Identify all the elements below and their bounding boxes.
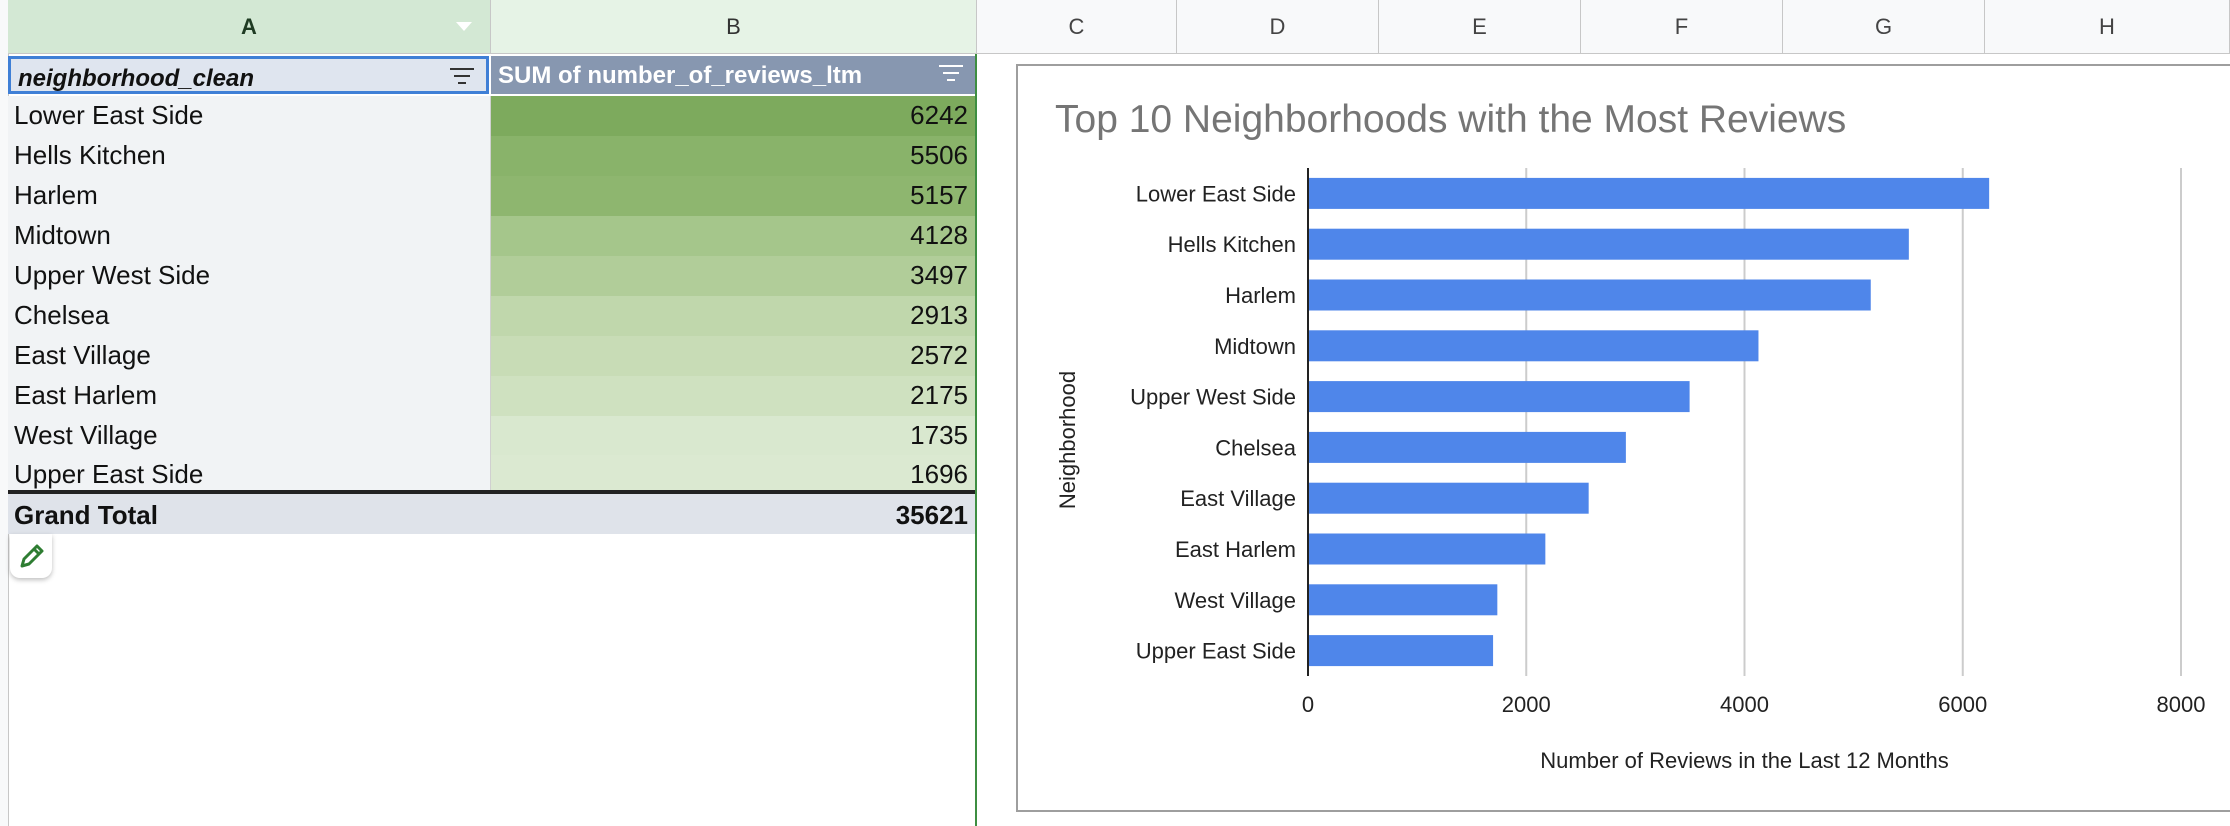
pivot-row-value[interactable]: 1696 — [491, 455, 975, 491]
column-header-label: D — [1269, 13, 1286, 39]
pivot-row-value[interactable]: 5506 — [491, 136, 975, 176]
pivot-row-label[interactable]: Upper East Side — [8, 455, 491, 491]
column-header-label: H — [2099, 13, 2115, 39]
bar[interactable] — [1308, 330, 1759, 362]
pivot-row-value[interactable]: 1735 — [491, 416, 975, 456]
y-tick-label: Upper West Side — [1130, 385, 1296, 410]
column-header-e[interactable]: E — [1379, 0, 1581, 54]
pivot-row-label[interactable]: Harlem — [8, 176, 491, 216]
column-header-label: C — [1068, 13, 1085, 39]
bar[interactable] — [1308, 635, 1494, 667]
column-header-b[interactable]: B — [491, 0, 977, 54]
y-tick-label: West Village — [1175, 588, 1296, 613]
column-header-label: G — [1874, 13, 1893, 39]
column-header-g[interactable]: G — [1783, 0, 1985, 54]
x-tick-label: 4000 — [1720, 692, 1769, 717]
pivot-row-label[interactable]: West Village — [8, 416, 491, 456]
pivot-row-value[interactable]: 5157 — [491, 176, 975, 216]
bar-chart[interactable]: 0 2000 4000 6000 8000 Lower East Side Hells Ki… — [1016, 64, 2230, 826]
grand-total-label[interactable]: Grand Total — [8, 494, 491, 534]
pivot-row-value[interactable]: 4128 — [491, 216, 975, 256]
column-header-f[interactable]: F — [1581, 0, 1783, 54]
bar[interactable] — [1308, 482, 1589, 514]
pivot-row-label[interactable]: East Harlem — [8, 376, 491, 416]
column-header-label: E — [1472, 13, 1487, 39]
pivot-row-label[interactable]: Chelsea — [8, 296, 491, 336]
filter-icon[interactable] — [450, 68, 474, 86]
column-header-label: B — [726, 13, 741, 39]
chart-title: Top 10 Neighborhoods with the Most Revie… — [1055, 98, 1847, 141]
pivot-value-header-label: SUM of number_of_reviews_ltm — [498, 62, 863, 89]
grand-total-value[interactable]: 35621 — [491, 494, 975, 534]
pivot-row-header[interactable]: neighborhood_clean — [8, 56, 489, 94]
pivot-row-header-label: neighborhood_clean — [18, 65, 255, 92]
bar[interactable] — [1308, 177, 1990, 209]
pivot-row-label[interactable]: East Village — [8, 336, 491, 376]
pivot-row-label[interactable]: Hells Kitchen — [8, 136, 491, 176]
pivot-row-value[interactable]: 3497 — [491, 256, 975, 296]
column-header-label: A — [241, 13, 257, 39]
pivot-value-header[interactable]: SUM of number_of_reviews_ltm — [491, 56, 975, 94]
pivot-row-value[interactable]: 2913 — [491, 296, 975, 336]
x-tick-label: 8000 — [2157, 692, 2206, 717]
pivot-row-label[interactable]: Lower East Side — [8, 96, 491, 136]
bar[interactable] — [1308, 381, 1690, 413]
column-header-c[interactable]: C — [977, 0, 1177, 54]
y-tick-label: Upper East Side — [1136, 639, 1296, 664]
column-header-a[interactable]: A — [8, 0, 491, 54]
pencil-icon — [20, 544, 44, 568]
pivot-row-value[interactable]: 2175 — [491, 376, 975, 416]
y-tick-label: Chelsea — [1215, 435, 1296, 460]
y-tick-label: Harlem — [1225, 283, 1296, 308]
pivot-row-label[interactable]: Midtown — [8, 216, 491, 256]
column-header-label: F — [1674, 13, 1689, 39]
pivot-row-value[interactable]: 2572 — [491, 336, 975, 376]
column-header-d[interactable]: D — [1177, 0, 1379, 54]
bar[interactable] — [1308, 584, 1498, 616]
bar[interactable] — [1308, 228, 1909, 260]
pivot-row-value[interactable]: 6242 — [491, 96, 975, 136]
y-tick-label: Hells Kitchen — [1168, 232, 1296, 257]
y-axis-label: Neighborhood — [1055, 371, 1080, 509]
x-axis-label: Number of Reviews in the Last 12 Months — [1540, 748, 1948, 773]
bar[interactable] — [1308, 279, 1871, 311]
x-tick-label: 2000 — [1502, 692, 1551, 717]
x-tick-label: 0 — [1302, 692, 1314, 717]
pivot-row-label[interactable]: Upper West Side — [8, 256, 491, 296]
y-tick-label: Lower East Side — [1136, 181, 1296, 206]
bar[interactable] — [1308, 431, 1626, 463]
y-tick-label: East Village — [1180, 486, 1296, 511]
x-tick-label: 6000 — [1938, 692, 1987, 717]
filter-icon[interactable] — [939, 65, 963, 83]
frozen-column-divider — [975, 54, 977, 826]
column-menu-arrow-icon[interactable] — [456, 22, 472, 31]
grand-total-divider — [8, 490, 975, 494]
bar[interactable] — [1308, 533, 1546, 565]
y-tick-label: Midtown — [1214, 334, 1296, 359]
y-tick-label: East Harlem — [1175, 537, 1296, 562]
column-header-h[interactable]: H — [1985, 0, 2230, 54]
edit-pivot-button[interactable] — [10, 534, 52, 578]
